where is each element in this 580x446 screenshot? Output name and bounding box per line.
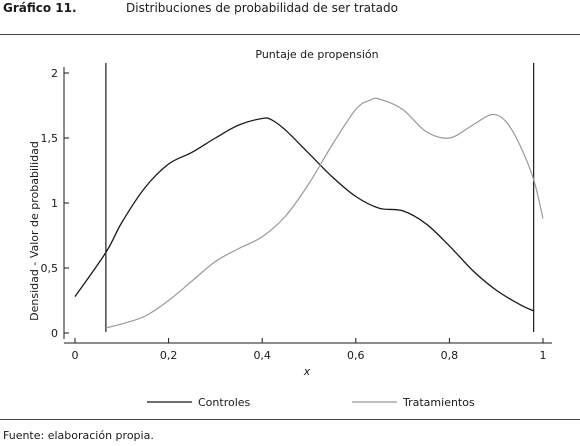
- series-layer: [74, 97, 544, 329]
- plot-title: Puntaje de propensión: [255, 48, 378, 61]
- y-tick-label: 0,5: [41, 262, 59, 275]
- x-tick-label: 0,8: [441, 349, 459, 362]
- x-tick-label: 0,2: [160, 349, 178, 362]
- series-line-controles: [74, 117, 534, 312]
- y-axis-label: Densidad - Valor de probabilidad: [28, 141, 41, 321]
- x-axis-label: x: [303, 365, 311, 378]
- top-rule: [0, 34, 580, 35]
- legend: Controles Tratamientos: [147, 396, 475, 409]
- legend-label-tratamientos: Tratamientos: [402, 396, 475, 409]
- figure-header: Gráfico 11. Distribuciones de probabilid…: [0, 0, 580, 22]
- bottom-rule: [0, 419, 580, 420]
- x-tick-label: 0,4: [253, 349, 271, 362]
- y-tick-label: 1: [51, 197, 58, 210]
- y-tick-label: 0: [51, 327, 58, 340]
- figure-number: Gráfico 11.: [3, 1, 77, 15]
- x-tick-label: 0: [72, 349, 79, 362]
- cutoff-lines: [105, 63, 535, 332]
- x-tick-label: 0,6: [347, 349, 365, 362]
- y-tick-label: 2: [51, 67, 58, 80]
- figure-title: Distribuciones de probabilidad de ser tr…: [126, 1, 398, 15]
- legend-label-controles: Controles: [198, 396, 251, 409]
- x-tick-label: 1: [540, 349, 547, 362]
- axes: 0 0,5 1 1,5 2 0 0,2 0,4 0,6 0,8 1: [41, 67, 552, 362]
- series-line-tratamientos: [105, 97, 544, 329]
- source-note: Fuente: elaboración propia.: [3, 429, 154, 442]
- y-tick-label: 1,5: [41, 132, 59, 145]
